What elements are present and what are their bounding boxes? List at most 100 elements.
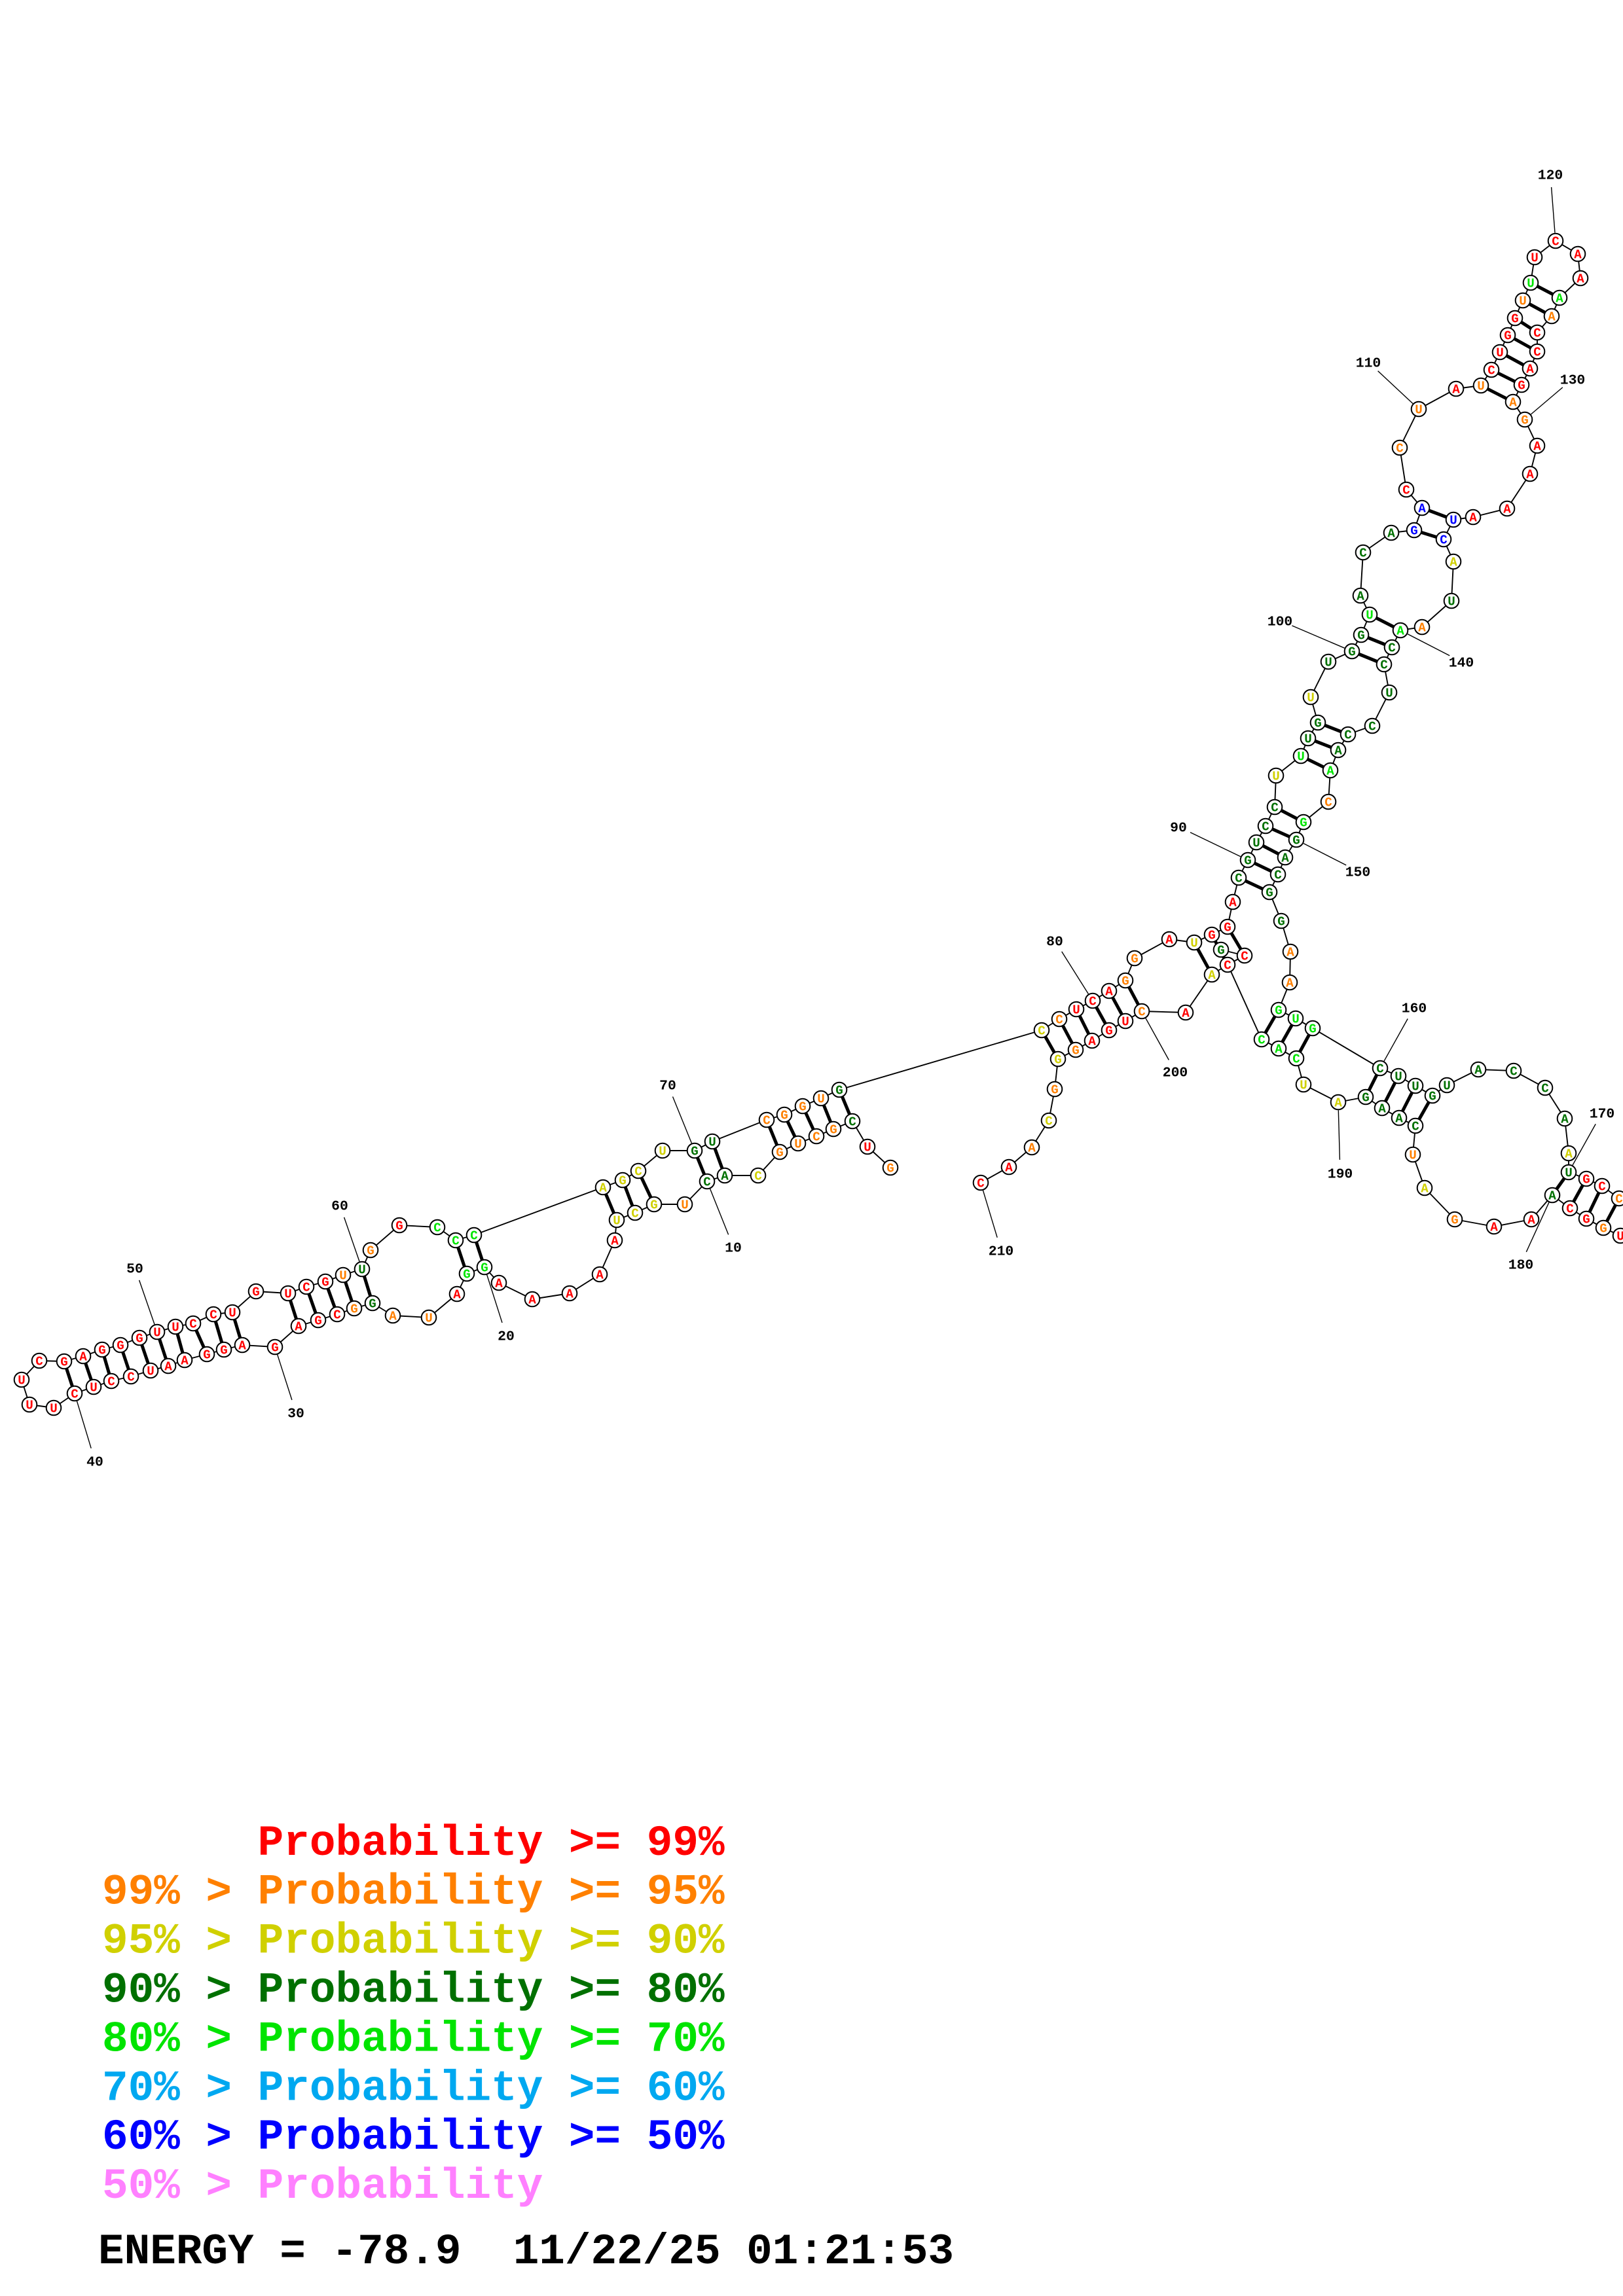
svg-text:A: A: [1281, 852, 1289, 866]
svg-text:C: C: [1402, 484, 1410, 498]
svg-text:U: U: [1412, 1080, 1419, 1094]
svg-text:A: A: [1334, 744, 1342, 759]
svg-text:A: A: [1509, 396, 1517, 410]
svg-text:A: A: [1418, 502, 1426, 516]
svg-text:U: U: [1527, 277, 1535, 291]
svg-text:U: U: [1304, 732, 1312, 747]
svg-text:U: U: [1409, 1149, 1417, 1163]
svg-text:G: G: [117, 1339, 124, 1354]
svg-text:A: A: [611, 1234, 619, 1249]
svg-text:C: C: [433, 1221, 441, 1236]
svg-text:U: U: [50, 1402, 58, 1416]
svg-text:A: A: [1357, 590, 1364, 604]
svg-text:C: C: [631, 1207, 639, 1221]
svg-text:G: G: [1208, 929, 1216, 943]
svg-text:A: A: [1565, 1147, 1573, 1162]
svg-text:C: C: [302, 1281, 310, 1295]
svg-text:140: 140: [1449, 656, 1474, 672]
svg-text:C: C: [1138, 1005, 1146, 1020]
svg-text:A: A: [453, 1288, 461, 1302]
svg-text:A: A: [389, 1310, 397, 1324]
svg-text:G: G: [1429, 1090, 1436, 1104]
svg-text:A: A: [1533, 440, 1541, 454]
svg-text:C: C: [107, 1375, 115, 1390]
svg-text:A: A: [1396, 624, 1404, 639]
svg-text:U: U: [26, 1399, 33, 1413]
svg-text:G: G: [203, 1348, 211, 1363]
svg-text:A: A: [1556, 292, 1563, 306]
svg-text:U: U: [1297, 750, 1305, 764]
svg-text:A: A: [1088, 1035, 1096, 1049]
svg-text:U: U: [1450, 514, 1457, 528]
svg-text:C: C: [1271, 801, 1279, 816]
svg-text:U: U: [1307, 691, 1315, 706]
svg-text:C: C: [1359, 547, 1367, 561]
svg-text:G: G: [1277, 915, 1285, 929]
svg-text:U: U: [1448, 595, 1455, 609]
svg-text:U: U: [425, 1312, 433, 1326]
svg-text:U: U: [681, 1198, 689, 1213]
svg-text:50% > Probability: 50% > Probability: [102, 2162, 543, 2211]
svg-text:U: U: [1252, 836, 1260, 851]
svg-text:95% > Probability >= 90%: 95% > Probability >= 90%: [102, 1917, 725, 1966]
svg-text:A: A: [295, 1320, 302, 1335]
svg-text:80: 80: [1046, 935, 1063, 950]
svg-text:G: G: [1300, 816, 1307, 831]
svg-text:U: U: [1443, 1079, 1451, 1094]
svg-text:C: C: [333, 1308, 341, 1323]
svg-text:C: C: [1615, 1193, 1623, 1207]
svg-text:A: A: [1526, 468, 1534, 482]
svg-text:A: A: [79, 1350, 87, 1365]
svg-text:C: C: [1376, 1062, 1384, 1077]
svg-text:A: A: [495, 1277, 503, 1291]
svg-text:C: C: [189, 1318, 197, 1332]
svg-text:A: A: [164, 1360, 172, 1374]
svg-text:G: G: [1314, 717, 1322, 731]
svg-text:G: G: [1362, 1091, 1370, 1105]
svg-text:C: C: [210, 1308, 217, 1323]
svg-text:A: A: [1182, 1007, 1190, 1021]
svg-text:C: C: [1533, 327, 1541, 341]
svg-text:U: U: [659, 1145, 666, 1159]
svg-text:C: C: [1533, 346, 1541, 360]
svg-text:C: C: [1274, 869, 1282, 883]
svg-text:A: A: [1561, 1113, 1569, 1127]
svg-text:G: G: [1266, 886, 1273, 901]
svg-text:A: A: [1275, 1043, 1283, 1057]
svg-text:U: U: [1072, 1003, 1080, 1018]
svg-text:G: G: [1451, 1213, 1459, 1228]
svg-text:G: G: [1518, 379, 1525, 393]
svg-text:U: U: [1385, 687, 1393, 701]
svg-text:G: G: [1244, 854, 1252, 869]
svg-text:A: A: [1574, 248, 1582, 262]
svg-text:G: G: [98, 1344, 106, 1358]
svg-text:G: G: [1224, 921, 1231, 935]
svg-text:U: U: [1415, 403, 1423, 418]
svg-text:G: G: [350, 1302, 358, 1317]
svg-text:U: U: [1122, 1015, 1129, 1030]
svg-text:G: G: [252, 1285, 260, 1300]
svg-text:U: U: [1300, 1079, 1307, 1093]
svg-text:G: G: [835, 1084, 843, 1098]
svg-text:G: G: [1582, 1173, 1590, 1187]
svg-text:U: U: [1190, 937, 1198, 951]
svg-text:50: 50: [126, 1262, 143, 1278]
svg-text:10: 10: [725, 1241, 742, 1257]
svg-text:U: U: [284, 1287, 292, 1302]
svg-text:A: A: [1286, 946, 1294, 960]
svg-text:G: G: [1357, 629, 1365, 643]
svg-text:C: C: [127, 1371, 135, 1385]
svg-text:C: C: [1089, 995, 1097, 1009]
svg-text:U: U: [90, 1381, 98, 1395]
svg-text:G: G: [220, 1344, 228, 1358]
svg-text:U: U: [1477, 380, 1485, 394]
svg-text:C: C: [977, 1177, 985, 1191]
svg-text:A: A: [566, 1287, 574, 1302]
svg-text:U: U: [1531, 251, 1539, 266]
svg-text:G: G: [395, 1219, 403, 1234]
svg-text:99% > Probability >= 95%: 99% > Probability >= 95%: [102, 1868, 725, 1917]
svg-text:A: A: [1229, 896, 1237, 910]
svg-text:160: 160: [1402, 1001, 1427, 1017]
svg-text:U: U: [358, 1263, 366, 1278]
svg-text:A: A: [1526, 363, 1534, 377]
